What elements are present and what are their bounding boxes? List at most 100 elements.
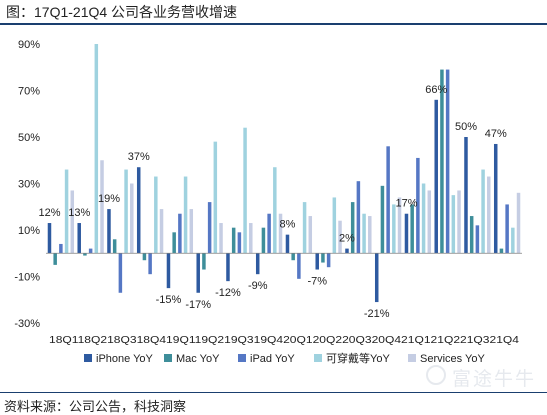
data-label-19Q3: -12% [215, 287, 241, 299]
data-label-21Q4: 47% [485, 128, 507, 140]
bar-可穿戴等yoy-20Q2 [332, 197, 337, 254]
bar-services-yoy-20Q3 [368, 216, 372, 254]
bar-ipad-yoy-21Q1 [416, 157, 420, 254]
bar-services-yoy-18Q2 [100, 160, 104, 254]
bar-ipad-yoy-21Q2 [445, 69, 450, 254]
bar-services-yoy-21Q1 [427, 190, 432, 254]
bar-mac-yoy-21Q4 [499, 248, 504, 254]
bar-可穿戴等yoy-20Q1 [302, 202, 307, 254]
y-tick-label: 70% [18, 86, 40, 98]
data-label-18Q1: 12% [38, 207, 60, 219]
y-tick-label: -30% [14, 318, 40, 330]
bar-ipad-yoy-19Q3 [237, 232, 242, 254]
legend-label-services-yoy: Services YoY [420, 353, 485, 365]
bar-iphone-yoy-19Q1 [166, 253, 171, 289]
bar-services-yoy-18Q1 [70, 190, 75, 254]
bar-iphone-yoy-18Q1 [47, 223, 52, 254]
data-label-20Q3: 2% [339, 233, 355, 245]
bar-ipad-yoy-20Q3 [356, 181, 361, 254]
x-tick-labels: 18Q118Q218Q318Q419Q119Q219Q319Q420Q120Q2… [49, 334, 519, 346]
bar-services-yoy-19Q1 [189, 209, 194, 254]
bar-ipad-yoy-19Q2 [207, 202, 212, 254]
bar-mac-yoy-20Q2 [321, 253, 325, 263]
legend-swatch-可穿戴等yoy [314, 354, 322, 362]
bar-iphone-yoy-20Q3 [345, 248, 349, 254]
bar-ipad-yoy-20Q4 [386, 146, 390, 254]
bar-可穿戴等yoy-21Q3 [481, 169, 485, 254]
data-label-19Q4: -9% [248, 280, 268, 292]
bar-mac-yoy-20Q1 [291, 253, 295, 261]
data-label-21Q1: 17% [395, 198, 417, 210]
legend-label-可穿戴等yoy: 可穿戴等YoY [326, 351, 390, 365]
data-label-20Q2: -7% [307, 276, 327, 288]
watermark: 富途牛牛 [422, 362, 542, 390]
bar-ipad-yoy-21Q4 [505, 204, 509, 254]
legend-swatch-iphone-yoy [84, 354, 92, 362]
bar-iphone-yoy-19Q3 [226, 253, 230, 282]
title-divider [0, 23, 547, 25]
bar-可穿戴等yoy-19Q2 [213, 141, 218, 254]
legend-swatch-services-yoy [408, 354, 416, 362]
bar-iphone-yoy-20Q2 [315, 253, 319, 270]
bar-mac-yoy-21Q2 [440, 69, 444, 254]
data-label-18Q3: 19% [98, 193, 120, 205]
bar-services-yoy-20Q1 [308, 216, 313, 254]
bar-services-yoy-20Q4 [397, 197, 402, 254]
bar-iphone-yoy-19Q4 [255, 253, 260, 275]
bar-services-yoy-21Q2 [457, 190, 461, 254]
legend-label-iphone-yoy: iPhone YoY [96, 353, 154, 365]
bar-mac-yoy-21Q1 [410, 204, 414, 254]
bar-mac-yoy-18Q3 [112, 239, 117, 254]
chart-title: 图：17Q1-21Q4 公司各业务营收增速 [6, 4, 238, 20]
bar-可穿戴等yoy-19Q4 [273, 167, 277, 254]
bar-iphone-yoy-21Q2 [434, 99, 438, 254]
bar-ipad-yoy-18Q3 [118, 253, 123, 293]
y-tick-label: 30% [18, 179, 40, 191]
legend-swatch-ipad-yoy [238, 354, 246, 362]
bar-iphone-yoy-20Q4 [374, 253, 379, 303]
bar-iphone-yoy-18Q4 [136, 167, 141, 254]
bar-可穿戴等yoy-18Q3 [124, 169, 128, 254]
legend-label-ipad-yoy: iPad YoY [250, 353, 295, 365]
bar-services-yoy-18Q3 [130, 183, 134, 254]
bar-services-yoy-20Q2 [338, 220, 342, 254]
bar-iphone-yoy-21Q4 [493, 143, 498, 254]
bar-可穿戴等yoy-18Q2 [94, 44, 99, 254]
bar-可穿戴等yoy-20Q3 [362, 213, 366, 254]
bar-ipad-yoy-20Q1 [297, 253, 301, 279]
bar-mac-yoy-19Q2 [202, 253, 206, 270]
data-label-20Q4: -21% [364, 308, 390, 320]
y-tick-label: -10% [14, 272, 40, 284]
bar-iphone-yoy-21Q3 [464, 137, 468, 254]
y-tick-label: 10% [18, 225, 40, 237]
data-label-21Q2: 66% [425, 84, 447, 96]
bar-ipad-yoy-18Q1 [59, 243, 63, 254]
bar-mac-yoy-20Q3 [350, 202, 355, 254]
bar-iphone-yoy-19Q2 [196, 253, 200, 293]
bar-services-yoy-21Q4 [516, 192, 521, 254]
bar-可穿戴等yoy-21Q1 [421, 183, 426, 254]
bar-可穿戴等yoy-21Q4 [511, 227, 515, 254]
legend-label-mac-yoy: Mac YoY [176, 353, 220, 365]
bar-services-yoy-19Q3 [249, 223, 253, 254]
bar-chart: -30%-10%10%30%50%70%90%12% 13%19%37%-15% -… [14, 39, 522, 365]
bar-iphone-yoy-21Q1 [404, 213, 409, 254]
data-label-19Q1: -15% [156, 294, 182, 306]
data-label-18Q2: 13% [68, 207, 90, 219]
data-label-19Q2: -17% [185, 299, 211, 311]
bar-services-yoy-19Q2 [219, 223, 223, 254]
bar-ipad-yoy-19Q4 [267, 213, 271, 254]
bar-可穿戴等yoy-18Q1 [64, 169, 69, 254]
bar-mac-yoy-19Q1 [172, 232, 176, 254]
watermark-text: 富途牛牛 [452, 369, 537, 390]
bar-mac-yoy-20Q4 [380, 185, 385, 254]
source-note: 资料来源：公司公告，科技洞察 [4, 399, 187, 414]
bar-iphone-yoy-20Q1 [285, 234, 290, 254]
bar-mac-yoy-18Q1 [53, 253, 57, 265]
bar-可穿戴等yoy-21Q2 [451, 195, 456, 254]
bar-mac-yoy-19Q3 [231, 227, 236, 254]
bar-mac-yoy-18Q4 [142, 253, 147, 261]
futu-logo-icon [426, 365, 446, 385]
legend-swatch-mac-yoy [164, 354, 172, 362]
bar-mac-yoy-19Q4 [261, 227, 266, 254]
